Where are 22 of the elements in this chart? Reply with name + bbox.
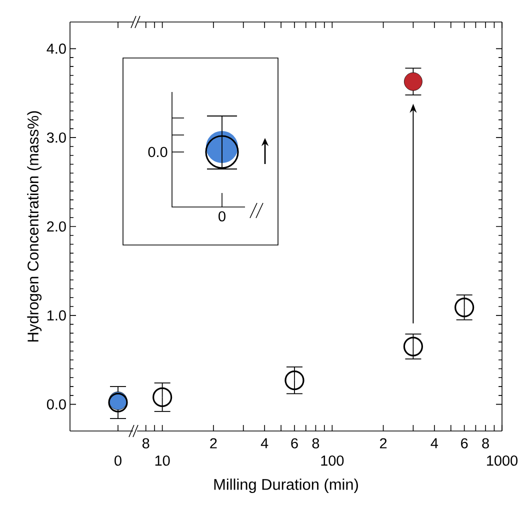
y-tick-label: 3.0 bbox=[46, 132, 66, 143]
x-axis-title: Milling Duration (min) bbox=[214, 478, 358, 493]
y-tick-label: 1.0 bbox=[47, 310, 66, 321]
y-axis-title: Hydrogen Concentration (mass%) bbox=[27, 111, 42, 342]
text: 6 bbox=[291, 438, 298, 448]
text: 6 bbox=[461, 438, 468, 448]
text: 4 bbox=[260, 438, 268, 448]
text: 4 bbox=[430, 438, 438, 448]
text: 8 bbox=[482, 438, 489, 448]
y-tick-label: 4.0 bbox=[46, 44, 66, 54]
x-tick-label: 10 bbox=[155, 456, 170, 466]
text: 2 bbox=[210, 438, 217, 448]
x-tick-label: 0 bbox=[114, 456, 122, 466]
annotation: 0 bbox=[218, 211, 226, 222]
annotation: 0.0 bbox=[148, 146, 168, 158]
x-tick-label: 100 bbox=[321, 456, 344, 466]
text: 8 bbox=[312, 438, 320, 448]
x-tick-label: 1000 bbox=[487, 456, 518, 466]
y-tick-label: 0.0 bbox=[46, 399, 66, 410]
text: 2 bbox=[380, 438, 387, 448]
y-tick-label: 2.0 bbox=[47, 221, 66, 232]
text: 8 bbox=[142, 438, 150, 448]
